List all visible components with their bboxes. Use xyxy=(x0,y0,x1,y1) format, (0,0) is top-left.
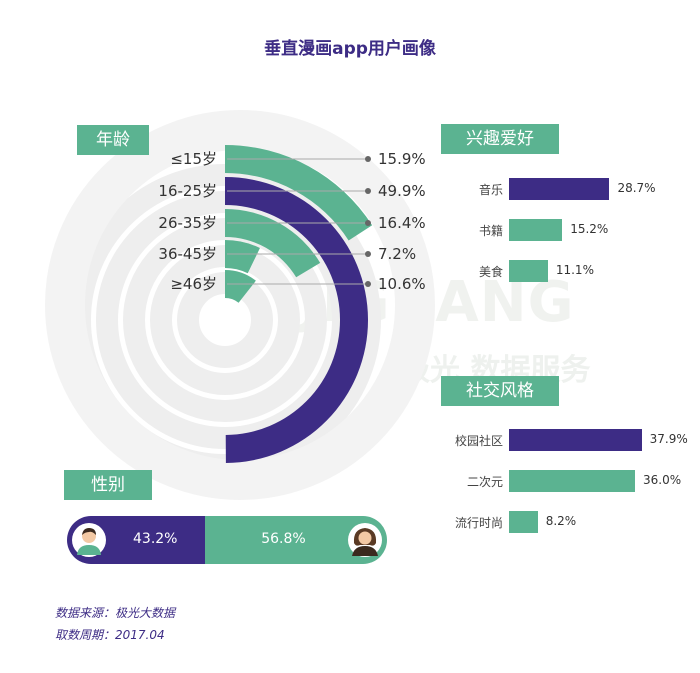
age-category-label: 36-45岁 xyxy=(158,245,217,263)
age-arc-4 xyxy=(225,270,256,303)
social-value: 36.0% xyxy=(643,473,682,487)
page-title: 垂直漫画app用户画像 xyxy=(264,39,436,59)
age-category-label: 16-25岁 xyxy=(158,182,217,200)
age-value-label: 16.4% xyxy=(378,214,426,232)
age-leader-dot xyxy=(365,281,371,287)
age-category-label: 26-35岁 xyxy=(158,214,217,232)
interest-value: 28.7% xyxy=(617,181,656,195)
age-value-label: 10.6% xyxy=(378,275,426,293)
social-bar xyxy=(509,470,635,492)
age-arc-2 xyxy=(225,209,321,278)
age-outer-ring-bg xyxy=(45,110,435,500)
female-avatar-icon xyxy=(348,523,382,557)
section-tag-age: 年龄 xyxy=(77,125,149,155)
age-arc-1 xyxy=(225,177,369,463)
gender-female-value: 56.8% xyxy=(261,531,306,547)
gender-bar: 43.2% 56.8% xyxy=(67,516,387,564)
age-value-label: 15.9% xyxy=(378,150,426,168)
age-category-label: ≤15岁 xyxy=(170,150,217,168)
interest-label: 美食 xyxy=(478,265,503,279)
age-value-label: 49.9% xyxy=(378,182,426,200)
interest-bar xyxy=(509,260,548,282)
social-label: 流行时尚 xyxy=(454,516,503,530)
data-period: 取数周期：2017.04 xyxy=(55,628,165,642)
social-label: 校园社区 xyxy=(454,434,503,448)
social-label: 二次元 xyxy=(466,475,503,489)
interest-value: 11.1% xyxy=(555,263,594,277)
social-bar xyxy=(509,429,642,451)
interest-value: 15.2% xyxy=(570,222,609,236)
age-leader-dot xyxy=(365,156,371,162)
social-value: 8.2% xyxy=(545,514,577,528)
age-leader-dot xyxy=(365,188,371,194)
interest-bar xyxy=(509,178,610,200)
age-leader-dot xyxy=(365,220,371,226)
age-arc-0 xyxy=(225,145,373,241)
interest-label: 书籍 xyxy=(478,224,503,238)
gender-male-value: 43.2% xyxy=(133,531,178,547)
interest-label: 音乐 xyxy=(478,183,503,197)
social-value: 37.9% xyxy=(649,432,688,446)
male-avatar-icon xyxy=(72,523,106,557)
age-value-label: 7.2% xyxy=(378,245,416,263)
age-category-label: ≥46岁 xyxy=(170,275,217,293)
section-tag-interest: 兴趣爱好 xyxy=(441,124,559,154)
interest-bar xyxy=(509,219,563,241)
age-leader-dot xyxy=(365,251,371,257)
social-bar xyxy=(509,511,538,533)
section-tag-gender: 性别 xyxy=(64,470,152,500)
section-tag-social: 社交风格 xyxy=(441,376,559,406)
data-source: 数据来源：极光大数据 xyxy=(55,606,176,620)
age-arc-3 xyxy=(225,240,260,274)
